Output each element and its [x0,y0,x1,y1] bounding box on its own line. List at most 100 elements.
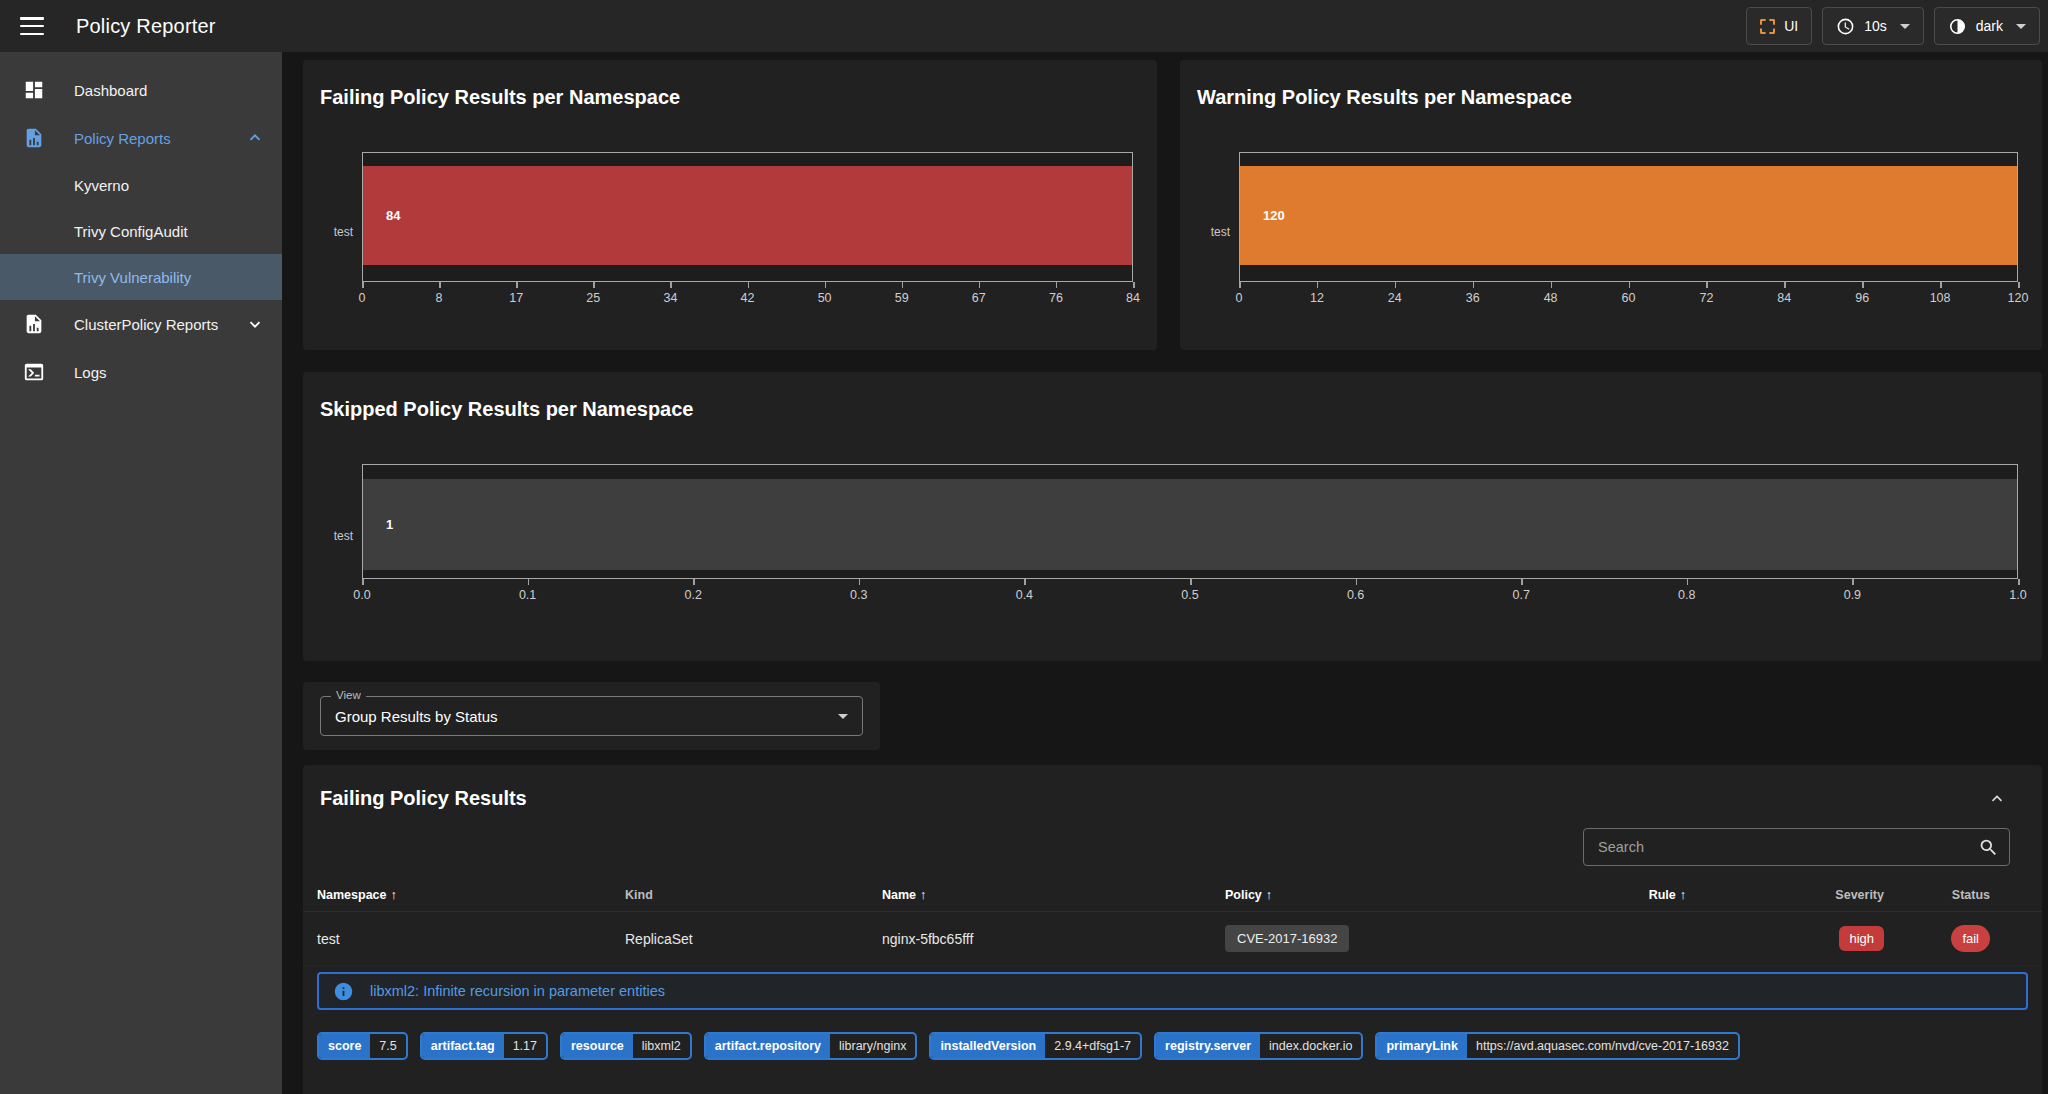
x-axis-tick-label: 25 [586,291,600,305]
policy-chip[interactable]: CVE-2017-16932 [1225,925,1349,952]
sidebar-item-trivy-configaudit[interactable]: Trivy ConfigAudit [0,208,282,254]
main-content: Failing Policy Results per Namespace tes… [282,52,2048,1094]
property-chip-registry-server[interactable]: registry.server index.docker.io [1154,1032,1363,1060]
table-row[interactable]: test ReplicaSet nginx-5fbc65fff CVE-2017… [303,912,2042,966]
search-icon[interactable] [1978,837,1999,858]
x-axis-tick-label: 50 [818,291,832,305]
warning-chart-card: Warning Policy Results per Namespace tes… [1180,60,2042,350]
x-axis-ticks [362,282,1133,288]
file-chart-icon [22,312,46,336]
console-icon [22,360,46,384]
sort-asc-icon [916,888,926,902]
cell-status: fail [1894,925,2028,952]
refresh-interval-select[interactable]: 10s [1822,7,1924,45]
sidebar-item-label: Trivy ConfigAudit [74,223,188,240]
x-axis-tick-label: 0.0 [353,588,370,602]
cell-kind: ReplicaSet [625,931,882,947]
file-chart-icon [22,126,46,150]
column-header-name[interactable]: Name [882,888,1225,902]
x-axis-tick-label: 67 [972,291,986,305]
property-chip-artifact-tag[interactable]: artifact.tag 1.17 [420,1032,548,1060]
chart-plot-area: 1 [362,464,2018,579]
sidebar-item-label: Policy Reports [74,130,171,147]
contrast-icon [1948,17,1967,36]
column-header-rule[interactable]: Rule [1636,888,1686,902]
chevron-up-icon [246,129,264,147]
failing-chart-card: Failing Policy Results per Namespace tes… [303,60,1157,350]
menu-icon[interactable] [20,17,44,35]
sort-asc-icon [387,888,397,902]
x-axis-tick-label: 0.8 [1678,588,1695,602]
failing-results-card: Failing Policy Results Namespace [303,765,2042,1094]
x-axis-tick-label: 34 [663,291,677,305]
x-axis-tick-label: 60 [1622,291,1636,305]
x-axis-tick-label: 36 [1466,291,1480,305]
dashboard-icon [22,78,46,102]
vulnerability-message[interactable]: libxml2: Infinite recursion in parameter… [370,983,665,999]
chart-bar[interactable]: 120 [1240,166,2017,265]
chart-bar[interactable]: 1 [363,479,2017,570]
property-chip-score[interactable]: score 7.5 [317,1032,408,1060]
x-axis-tick-label: 0.2 [684,588,701,602]
x-axis-tick-label: 0 [1236,291,1243,305]
sidebar-item-kyverno[interactable]: Kyverno [0,162,282,208]
chart-title: Warning Policy Results per Namespace [1197,86,2018,109]
search-input[interactable] [1598,839,1978,855]
ui-button-label: UI [1784,18,1798,34]
x-axis-tick-label: 48 [1544,291,1558,305]
sidebar-item-logs[interactable]: Logs [0,348,282,396]
property-chip-resource[interactable]: resource libxml2 [560,1032,692,1060]
policy-reporter-app: Policy Reporter UI 10s [0,0,2048,1094]
cell-name: nginx-5fbc65fff [882,931,1225,947]
bar-value-label: 84 [386,208,400,223]
column-header-status[interactable]: Status [1894,888,2028,902]
x-axis-tick-label: 1.0 [2009,588,2026,602]
theme-select[interactable]: dark [1934,7,2040,45]
chart-bar[interactable]: 84 [363,166,1132,265]
y-axis-label: test [320,152,362,311]
sidebar-item-trivy-vulnerability[interactable]: Trivy Vulnerability [0,254,282,300]
sort-asc-icon [1262,888,1272,902]
column-header-kind[interactable]: Kind [625,888,882,902]
cell-policy: CVE-2017-16932 [1225,925,1636,952]
x-axis-tick-label: 59 [895,291,909,305]
chart-title: Failing Policy Results per Namespace [320,86,1133,109]
cell-namespace: test [317,931,625,947]
sidebar-item-dashboard[interactable]: Dashboard [0,66,282,114]
bar-value-label: 1 [386,517,393,532]
x-axis-tick-label: 0.4 [1016,588,1033,602]
x-axis-tick-label: 0 [359,291,366,305]
search-box [1583,828,2010,866]
y-axis-label: test [320,464,362,608]
topbar: Policy Reporter UI 10s [0,0,2048,52]
column-header-severity[interactable]: Severity [1686,888,1894,902]
ui-mode-button[interactable]: UI [1746,7,1812,45]
chart-plot-area: 120 [1239,152,2018,282]
view-select-label: View [331,689,366,701]
x-axis-tick-labels: 01224364860728496108120 [1239,291,2018,311]
x-axis-tick-label: 84 [1126,291,1140,305]
view-select[interactable]: View Group Results by Status [320,696,863,736]
x-axis-tick-label: 72 [1699,291,1713,305]
column-header-namespace[interactable]: Namespace [317,888,625,902]
sidebar-item-policy-reports[interactable]: Policy Reports [0,114,282,162]
property-chip-primary-link[interactable]: primaryLink https://avd.aquasec.com/nvd/… [1375,1032,1740,1060]
collapse-section-button[interactable] [1988,790,2006,808]
x-axis-tick-label: 0.9 [1844,588,1861,602]
sidebar-item-clusterpolicy-reports[interactable]: ClusterPolicy Reports [0,300,282,348]
theme-value: dark [1976,18,2003,34]
cell-severity: high [1686,926,1894,951]
view-card: View Group Results by Status [303,682,880,750]
x-axis-tick-label: 42 [741,291,755,305]
chart-title: Skipped Policy Results per Namespace [320,398,2018,421]
status-badge: fail [1951,925,1990,952]
results-title: Failing Policy Results [320,787,527,810]
sidebar-item-label: Dashboard [74,82,147,99]
property-chip-artifact-repository[interactable]: artifact.repository library/nginx [704,1032,918,1060]
x-axis-tick-label: 108 [1930,291,1951,305]
x-axis-tick-labels: 08172534425059677684 [362,291,1133,311]
info-icon [333,981,354,1002]
column-header-policy[interactable]: Policy [1225,888,1636,902]
property-chip-installed-version[interactable]: installedVersion 2.9.4+dfsg1-7 [929,1032,1142,1060]
clock-icon [1836,17,1855,36]
